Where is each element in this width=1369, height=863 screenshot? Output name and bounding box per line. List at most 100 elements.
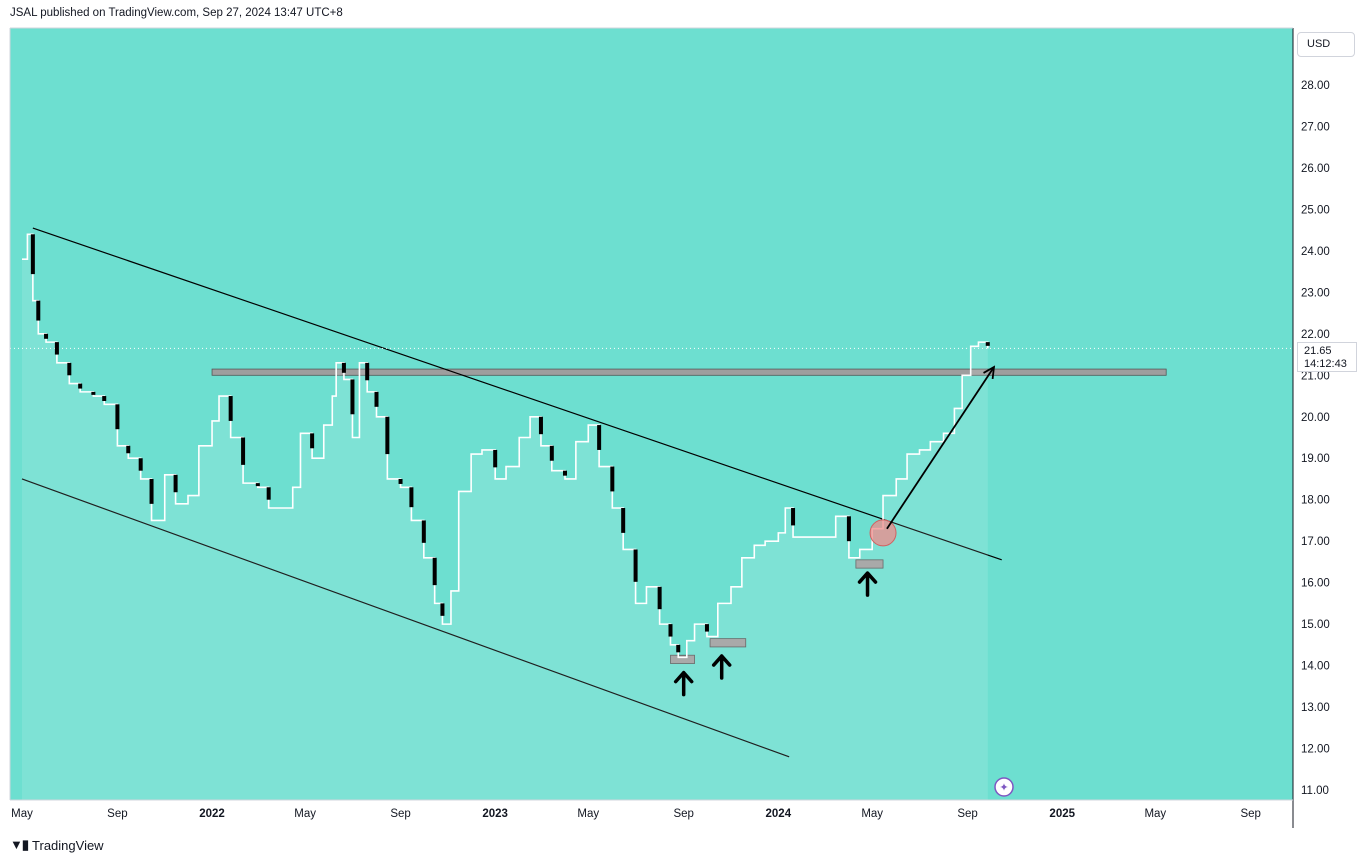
breakout-highlight[interactable]	[869, 519, 897, 547]
time-tick-label: May	[294, 808, 316, 820]
price-tick-label: 18.00	[1301, 495, 1330, 507]
down-bar	[374, 391, 379, 407]
down-bar	[385, 416, 390, 455]
down-bar	[173, 474, 178, 493]
time-tick-label: May	[577, 808, 599, 820]
resistance-zone[interactable]	[211, 368, 1167, 376]
last-price-label: 21.65 14:12:43	[1297, 342, 1357, 372]
down-bar	[633, 549, 638, 582]
down-bar	[538, 416, 543, 435]
trendline-layer	[10, 227, 1293, 758]
down-bar	[421, 520, 426, 543]
price-area-fill	[22, 234, 988, 800]
down-bar	[44, 333, 49, 339]
time-tick-label: May	[861, 808, 883, 820]
time-tick-label: May	[11, 808, 33, 820]
price-tick-label: 28.00	[1301, 80, 1330, 92]
time-tick-label: Sep	[390, 808, 410, 820]
down-bar	[36, 300, 41, 321]
down-bar	[704, 624, 709, 632]
down-bar	[365, 362, 370, 381]
time-tick-label: 2023	[482, 808, 508, 820]
arrow-up-icon[interactable]	[711, 654, 732, 680]
down-bar	[255, 483, 260, 487]
price-tick-label: 19.00	[1301, 453, 1330, 465]
price-tick-label: 21.00	[1301, 370, 1330, 382]
price-tick-label: 22.00	[1301, 329, 1330, 341]
down-bar	[398, 478, 403, 484]
down-bar	[91, 391, 96, 395]
down-bar	[610, 466, 615, 492]
price-tick-label: 26.00	[1301, 163, 1330, 175]
down-bar	[440, 603, 445, 616]
time-tick-label: Sep	[957, 808, 977, 820]
down-bar	[149, 478, 154, 504]
tradingview-logo[interactable]: ▼▮ TradingView	[10, 837, 104, 853]
down-bar	[228, 396, 233, 421]
down-bar	[54, 342, 59, 355]
price-tick-label: 14.00	[1301, 661, 1330, 673]
price-line[interactable]	[22, 233, 989, 659]
replay-icon[interactable]: ✦	[994, 777, 1014, 797]
annotation-layer	[673, 365, 996, 697]
publish-attribution: JSAL published on TradingView.com, Sep 2…	[10, 7, 343, 19]
currency-selector[interactable]: USD	[1297, 32, 1355, 57]
price-tick-label: 15.00	[1301, 619, 1330, 631]
arrow-up-icon[interactable]	[673, 670, 694, 697]
price-tick-label: 25.00	[1301, 204, 1330, 216]
down-bar	[78, 383, 83, 389]
down-bar	[676, 644, 681, 653]
price-axis: 28.00 27.00 26.00 25.00 24.00 23.00 22.00 21.00…	[1301, 80, 1330, 797]
channel-trendline[interactable]	[32, 227, 1002, 561]
price-tick-label: 24.00	[1301, 246, 1330, 258]
price-tick-label: 16.00	[1301, 578, 1330, 590]
zone-layer	[211, 368, 1167, 664]
down-bar	[668, 624, 673, 637]
series-layer	[22, 233, 990, 800]
price-tick-label: 17.00	[1301, 536, 1330, 548]
price-tick-label: 23.00	[1301, 287, 1330, 299]
projection-arrow-line[interactable]	[886, 366, 995, 530]
down-bar	[30, 234, 35, 275]
svg-text:✦: ✦	[999, 781, 1008, 794]
down-bar	[138, 458, 143, 471]
price-tick-label: 11.00	[1301, 785, 1329, 797]
down-bar	[266, 487, 271, 500]
time-tick-label: Sep	[107, 808, 127, 820]
price-tick-label: 13.00	[1301, 702, 1330, 714]
price-tick-label: 12.00	[1301, 744, 1330, 756]
down-bar	[597, 425, 602, 450]
down-bar	[432, 557, 437, 586]
plot-background	[10, 28, 1293, 800]
support-zone[interactable]	[670, 654, 695, 664]
down-bar	[341, 362, 346, 373]
projection-arrow-head	[983, 365, 996, 380]
down-bar	[621, 508, 626, 533]
time-tick-label: 2022	[199, 808, 225, 820]
down-bar	[241, 437, 246, 465]
support-zone[interactable]	[709, 638, 747, 648]
down-bar	[549, 445, 554, 461]
time-tick-label: May	[1144, 808, 1166, 820]
time-tick-label: Sep	[1240, 808, 1260, 820]
down-bar	[985, 342, 990, 346]
down-bar	[102, 396, 107, 402]
tradingview-logo-icon: ▼▮	[10, 837, 29, 852]
down-bar	[409, 487, 414, 508]
channel-trendline[interactable]	[21, 478, 790, 758]
down-bar	[126, 445, 131, 454]
down-bar	[350, 379, 355, 415]
bar-countdown: 14:12:43	[1304, 358, 1347, 370]
down-bar	[846, 516, 851, 542]
down-bar	[562, 470, 567, 476]
price-tick-label: 20.00	[1301, 412, 1330, 424]
down-bar	[310, 433, 315, 449]
support-zone[interactable]	[855, 559, 884, 569]
arrow-up-icon[interactable]	[857, 571, 878, 597]
down-bar	[67, 362, 72, 376]
time-tick-label: Sep	[673, 808, 693, 820]
last-price-value: 21.65	[1304, 345, 1332, 357]
down-bar	[115, 404, 120, 430]
time-axis: May Sep 2022 May Sep 2023 May Sep 2024 May Sep 2025…	[11, 808, 1261, 820]
